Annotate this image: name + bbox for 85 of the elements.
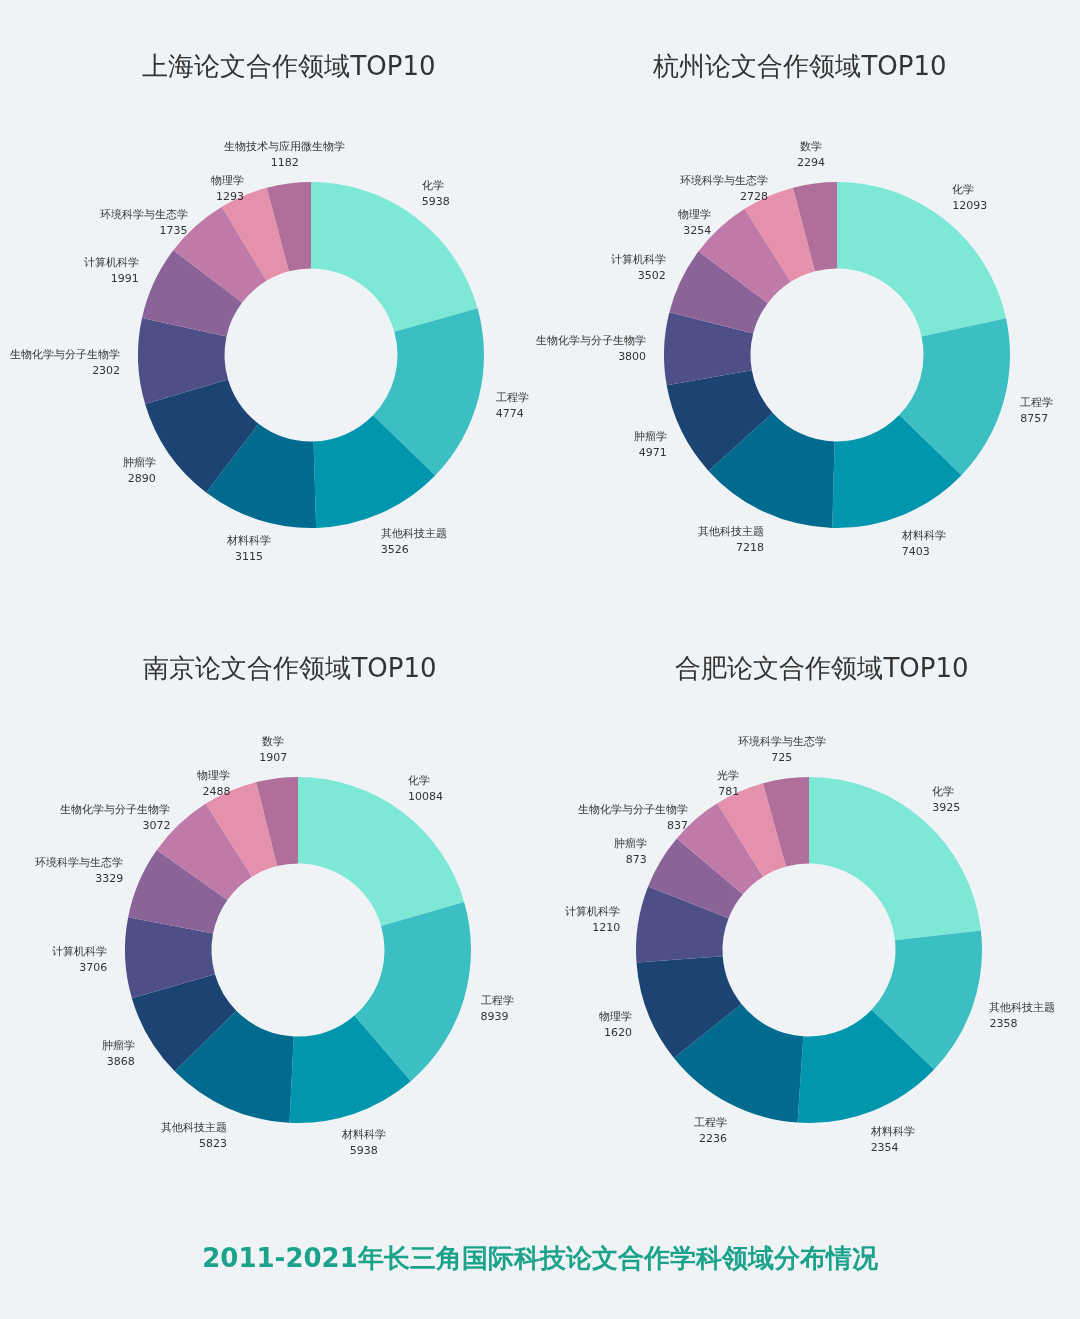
data-label: 1907 [259, 750, 288, 764]
slice-label: 肿瘤学 [633, 430, 667, 444]
data-label: 4774 [495, 407, 524, 420]
data-label: 2294 [796, 155, 825, 169]
slice-label: 材料科学 [869, 1125, 915, 1139]
slice-label: 工程学 [480, 993, 514, 1007]
data-label: 3706 [79, 961, 108, 975]
slice-label: 材料科学 [900, 528, 946, 542]
data-label: 7218 [736, 541, 764, 555]
slice-label: 其他科技主题 [160, 1121, 227, 1135]
data-label: 3502 [637, 269, 666, 283]
data-label: 2890 [127, 472, 156, 486]
data-label: 2358 [989, 1016, 1018, 1030]
slice-label: 材料科学 [225, 534, 271, 548]
slice-label: 肿瘤学 [122, 456, 156, 470]
slice-label: 生物化学与分子生物学 [536, 333, 647, 347]
slice-label: 工程学 [495, 391, 529, 404]
slice-label: 光学 [717, 768, 740, 782]
data-label: 2354 [870, 1141, 899, 1155]
data-label: 3800 [618, 349, 647, 363]
slice-label: 化学 [932, 784, 955, 798]
data-label: 8757 [1020, 412, 1049, 426]
data-label: 781 [718, 784, 740, 798]
data-label: 837 [666, 818, 688, 832]
data-label: 10084 [407, 789, 443, 803]
slice-label: 其他科技主题 [989, 1000, 1056, 1014]
slice-label: 生物技术与应用微生物学 [224, 139, 346, 153]
data-label: 4971 [638, 446, 667, 460]
slice-label: 生物化学与分子生物学 [60, 802, 171, 816]
data-label: 873 [625, 852, 647, 866]
chart-title: 合肥论文合作领域TOP10 [675, 653, 969, 683]
data-label: 725 [771, 750, 793, 764]
slice-label: 数学 [262, 734, 285, 748]
slice-label: 数学 [799, 139, 822, 153]
slice-label: 化学 [407, 773, 430, 787]
data-label: 1210 [592, 921, 621, 935]
data-label: 3072 [142, 818, 171, 832]
data-label: 2302 [92, 364, 121, 378]
slice-label: 计算机科学 [565, 905, 621, 919]
data-label: 2488 [202, 784, 231, 798]
data-label: 5938 [421, 195, 450, 209]
data-label: 5938 [349, 1144, 378, 1158]
data-label: 3254 [683, 223, 712, 237]
data-label: 12093 [952, 198, 988, 212]
slice-label: 环境科学与生态学 [737, 734, 826, 748]
data-label: 8939 [480, 1009, 509, 1023]
slice-label: 化学 [952, 182, 975, 196]
chart-title: 杭州论文合作领域TOP10 [652, 51, 947, 81]
data-label: 5823 [198, 1137, 227, 1151]
slice-label: 工程学 [1020, 396, 1054, 410]
data-label: 1620 [604, 1026, 633, 1040]
slice-label: 环境科学与生态学 [99, 207, 188, 221]
data-label: 3526 [380, 542, 409, 556]
slice-label: 环境科学与生态学 [35, 856, 124, 870]
slice-label: 工程学 [694, 1115, 728, 1129]
slice-label: 其他科技主题 [380, 526, 447, 540]
data-label: 2236 [699, 1131, 728, 1145]
chart-title: 上海论文合作领域TOP10 [142, 51, 436, 81]
slice-label: 材料科学 [340, 1128, 386, 1142]
data-label: 1293 [216, 189, 245, 203]
slice-label: 计算机科学 [610, 253, 666, 267]
data-label: 3868 [106, 1054, 135, 1068]
data-label: 3115 [234, 550, 263, 564]
slice-label: 环境科学与生态学 [680, 173, 769, 187]
data-label: 2728 [740, 189, 769, 203]
slice-label: 化学 [421, 179, 444, 193]
slice-label: 肿瘤学 [101, 1038, 135, 1052]
chart-title: 南京论文合作领域TOP10 [143, 653, 437, 683]
slice-label: 物理学 [211, 173, 245, 187]
slice-label: 计算机科学 [52, 945, 108, 959]
data-label: 7403 [901, 544, 930, 558]
slice-label: 计算机科学 [83, 255, 139, 269]
data-label: 3925 [932, 800, 961, 814]
slice-label: 其他科技主题 [698, 525, 764, 539]
slice-label: 生物化学与分子生物学 [577, 802, 688, 816]
data-label: 1735 [159, 223, 188, 237]
data-label: 1182 [270, 155, 299, 169]
slice-label: 肿瘤学 [613, 836, 647, 850]
slice-label: 物理学 [678, 207, 712, 221]
slice-label: 生物化学与分子生物学 [10, 348, 121, 362]
slice-label: 物理学 [197, 768, 231, 782]
data-label: 1991 [110, 271, 139, 285]
text: 2011-2021年长三角国际科技论文合作学科领域分布情况 [202, 1243, 879, 1273]
slice-label: 物理学 [599, 1010, 633, 1024]
data-label: 3329 [95, 872, 124, 886]
